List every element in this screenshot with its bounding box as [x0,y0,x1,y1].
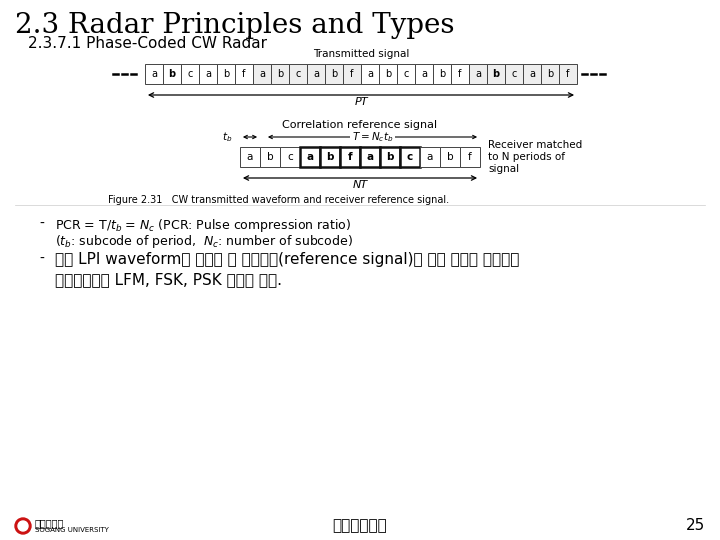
Text: f: f [351,69,354,79]
Bar [199,64,217,84]
Text: b: b [168,69,176,79]
Bar [240,147,260,167]
Bar [217,64,235,84]
Text: b: b [223,69,229,79]
Bar [235,64,253,84]
Bar [307,64,325,84]
Bar [460,147,480,167]
Text: Figure 2.31   CW transmitted waveform and receiver reference signal.: Figure 2.31 CW transmitted waveform and … [108,195,449,205]
Bar [260,147,280,167]
Bar [325,64,343,84]
Text: b: b [439,69,445,79]
Bar [271,64,289,84]
Text: c: c [407,152,413,162]
Text: b: b [385,69,391,79]
Text: 2.3.7.1 Phase-Coded CW Radar: 2.3.7.1 Phase-Coded CW Radar [28,36,267,51]
Bar [559,64,577,84]
Text: $T=N_c t_b$: $T=N_c t_b$ [352,130,393,144]
Text: a: a [366,152,374,162]
Bar [300,147,320,167]
Bar [145,64,163,84]
Text: NT: NT [352,180,368,190]
Text: f: f [348,152,352,162]
Text: f: f [459,69,462,79]
Bar [320,147,340,167]
Bar [451,64,469,84]
Text: a: a [307,152,314,162]
Text: PT: PT [354,97,368,107]
Bar [415,64,433,84]
Text: b: b [446,152,454,162]
Bar [397,64,415,84]
Bar [163,64,181,84]
Text: b: b [326,152,334,162]
Bar [541,64,559,84]
Bar [379,64,397,84]
Text: a: a [367,69,373,79]
Text: 서강대학교: 서강대학교 [35,518,64,528]
Text: Correlation reference signal: Correlation reference signal [282,120,438,130]
Bar [361,64,379,84]
Text: a: a [205,69,211,79]
Text: c: c [403,69,409,79]
Text: a: a [475,69,481,79]
Bar [360,147,380,167]
Text: -: - [40,252,45,266]
Text: c: c [295,69,301,79]
Text: c: c [287,152,293,162]
Text: c: c [511,69,517,79]
Text: f: f [567,69,570,79]
Bar [487,64,505,84]
Text: 기준신호에는 LFM, FSK, PSK 방식이 있다.: 기준신호에는 LFM, FSK, PSK 방식이 있다. [55,272,282,287]
Bar [340,147,360,167]
Text: a: a [247,152,253,162]
Text: c: c [187,69,193,79]
Text: 전자파연구실: 전자파연구실 [333,518,387,534]
Text: b: b [547,69,553,79]
Bar [289,64,307,84]
Bar [440,147,460,167]
Text: $t_b$: $t_b$ [222,130,232,144]
Text: 모든 LPI waveform은 전송할 때 기준신호(reference signal)를 통해 부호화 시키는데: 모든 LPI waveform은 전송할 때 기준신호(reference si… [55,252,519,267]
Circle shape [15,518,31,534]
Text: a: a [259,69,265,79]
Text: b: b [277,69,283,79]
Text: f: f [468,152,472,162]
Bar [253,64,271,84]
Circle shape [18,521,28,531]
Text: PCR = T/$t_b$ = $N_c$ (PCR: Pulse compression ratio): PCR = T/$t_b$ = $N_c$ (PCR: Pulse compre… [55,217,351,234]
Bar [420,147,440,167]
Bar [523,64,541,84]
Bar [181,64,199,84]
Bar [343,64,361,84]
Text: b: b [492,69,500,79]
Text: SOGANG UNIVERSITY: SOGANG UNIVERSITY [35,527,109,533]
Text: b: b [331,69,337,79]
Text: 25: 25 [685,518,705,534]
Text: a: a [313,69,319,79]
Text: ($t_b$: subcode of period,  $N_c$: number of subcode): ($t_b$: subcode of period, $N_c$: number… [55,233,353,250]
Bar [433,64,451,84]
Text: b: b [386,152,394,162]
Bar [280,147,300,167]
Text: -: - [40,217,45,231]
Text: f: f [243,69,246,79]
Bar [469,64,487,84]
Bar [380,147,400,167]
Text: Receiver matched
to N periods of
signal: Receiver matched to N periods of signal [488,140,582,173]
Bar [505,64,523,84]
Text: b: b [266,152,274,162]
Text: a: a [151,69,157,79]
Text: a: a [421,69,427,79]
Text: Transmitted signal: Transmitted signal [312,49,409,59]
Bar [400,147,420,167]
Text: a: a [529,69,535,79]
Text: 2.3 Radar Principles and Types: 2.3 Radar Principles and Types [15,12,454,39]
Text: a: a [427,152,433,162]
